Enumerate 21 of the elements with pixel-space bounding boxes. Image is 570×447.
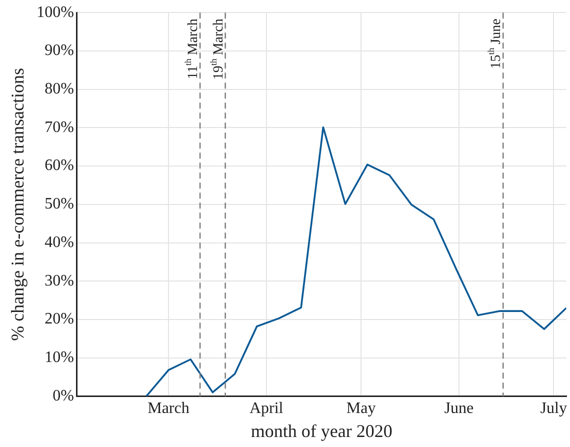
- x-tick-label: May: [346, 400, 376, 418]
- y-tick-label: 90%: [44, 42, 74, 60]
- x-tick-label: March: [148, 400, 190, 418]
- y-tick-label: 30%: [44, 272, 74, 290]
- y-tick-label: 20%: [44, 310, 74, 328]
- x-tick-label: April: [249, 400, 284, 418]
- ref-line-label: 19th March: [208, 18, 226, 80]
- ref-line-label: 15th June: [486, 18, 504, 69]
- ref-line-label: 11th March: [183, 18, 202, 80]
- y-tick-label: 70%: [44, 118, 74, 136]
- y-tick-label: 80%: [44, 80, 74, 98]
- y-tick-label: 60%: [44, 157, 74, 174]
- y-axis-title: % change in e-commerce transactions: [8, 68, 28, 341]
- x-tick-label: June: [444, 400, 474, 418]
- y-tick-label: 10%: [44, 349, 74, 366]
- x-axis-title: month of year 2020: [250, 420, 392, 441]
- y-tick-label: 40%: [44, 234, 74, 251]
- y-tick-label: 100%: [36, 4, 74, 21]
- y-tick-label: 50%: [44, 196, 74, 213]
- x-tick-label: July: [540, 400, 567, 418]
- y-tick-label: 0%: [52, 387, 74, 404]
